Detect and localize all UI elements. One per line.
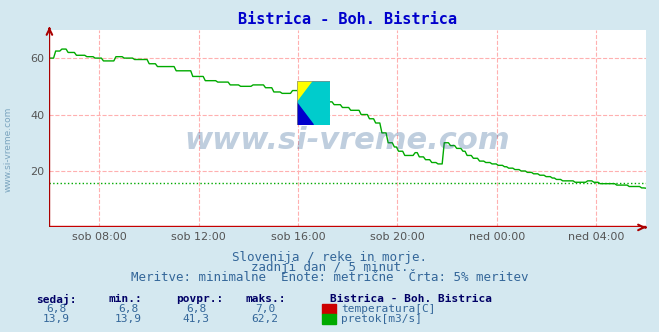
Text: www.si-vreme.com: www.si-vreme.com xyxy=(185,126,511,155)
Text: min.:: min.: xyxy=(109,294,142,304)
Text: 6,8: 6,8 xyxy=(119,304,138,314)
Text: 6,8: 6,8 xyxy=(46,304,66,314)
Text: povpr.:: povpr.: xyxy=(177,294,224,304)
Text: 13,9: 13,9 xyxy=(115,314,142,324)
Text: 7,0: 7,0 xyxy=(255,304,275,314)
Text: maks.:: maks.: xyxy=(245,294,285,304)
Text: Meritve: minimalne  Enote: metrične  Črta: 5% meritev: Meritve: minimalne Enote: metrične Črta:… xyxy=(130,271,529,284)
Text: 13,9: 13,9 xyxy=(43,314,69,324)
Text: sedaj:: sedaj: xyxy=(36,294,76,305)
Text: 41,3: 41,3 xyxy=(183,314,210,324)
Text: www.si-vreme.com: www.si-vreme.com xyxy=(4,107,13,192)
Polygon shape xyxy=(297,81,313,103)
Polygon shape xyxy=(297,81,330,125)
Text: pretok[m3/s]: pretok[m3/s] xyxy=(341,314,422,324)
Text: 62,2: 62,2 xyxy=(252,314,278,324)
Polygon shape xyxy=(297,103,313,125)
Text: temperatura[C]: temperatura[C] xyxy=(341,304,436,314)
Text: 6,8: 6,8 xyxy=(186,304,206,314)
Text: Bistrica - Boh. Bistrica: Bistrica - Boh. Bistrica xyxy=(330,294,492,304)
Text: zadnji dan / 5 minut.: zadnji dan / 5 minut. xyxy=(251,261,408,274)
Title: Bistrica - Boh. Bistrica: Bistrica - Boh. Bistrica xyxy=(238,12,457,27)
Text: Slovenija / reke in morje.: Slovenija / reke in morje. xyxy=(232,251,427,264)
